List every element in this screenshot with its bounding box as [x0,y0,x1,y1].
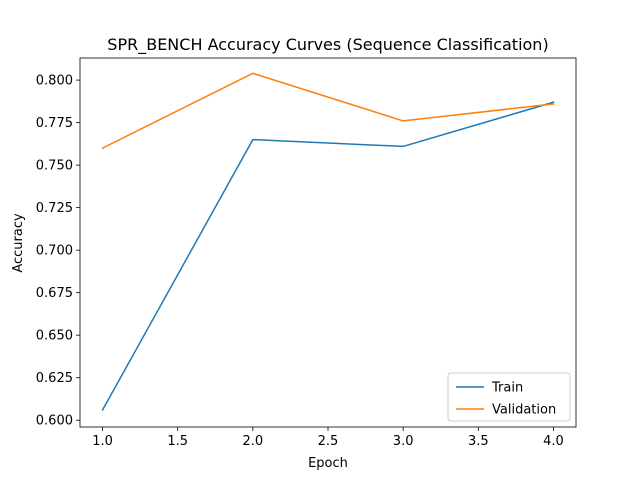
series-line-train [101,101,555,412]
y-tick-label: 0.650 [36,329,73,344]
y-tick-label: 0.675 [36,286,73,301]
chart-title: SPR_BENCH Accuracy Curves (Sequence Clas… [107,35,548,55]
y-tick-label: 0.750 [36,159,73,174]
x-tick-label: 1.5 [167,434,188,449]
legend-label-train: Train [491,381,523,396]
plot-area: 1.0 1.5 2.0 2.5 3.0 3.5 4.0 0.600 0.625 0.650 0.67… [36,57,577,449]
y-tick-label: 0.625 [36,371,73,386]
y-tick-label: 0.700 [36,244,73,259]
y-tick-label: 0.600 [36,414,73,429]
x-tick-label: 3.0 [393,434,414,449]
x-tick-label: 1.0 [92,434,113,449]
y-tick-label: 0.800 [36,74,73,89]
x-tick-label: 3.5 [468,434,489,449]
y-tick-label: 0.725 [36,201,73,216]
series-line-validation [101,72,555,150]
legend-label-validation: Validation [492,403,556,418]
y-tick-label: 0.775 [36,116,73,131]
x-tick-label: 2.0 [243,434,264,449]
x-tick-label: 4.0 [543,434,564,449]
y-axis-label: Accuracy [11,213,26,273]
x-axis-label: Epoch [308,456,348,471]
x-tick-label: 2.5 [318,434,339,449]
